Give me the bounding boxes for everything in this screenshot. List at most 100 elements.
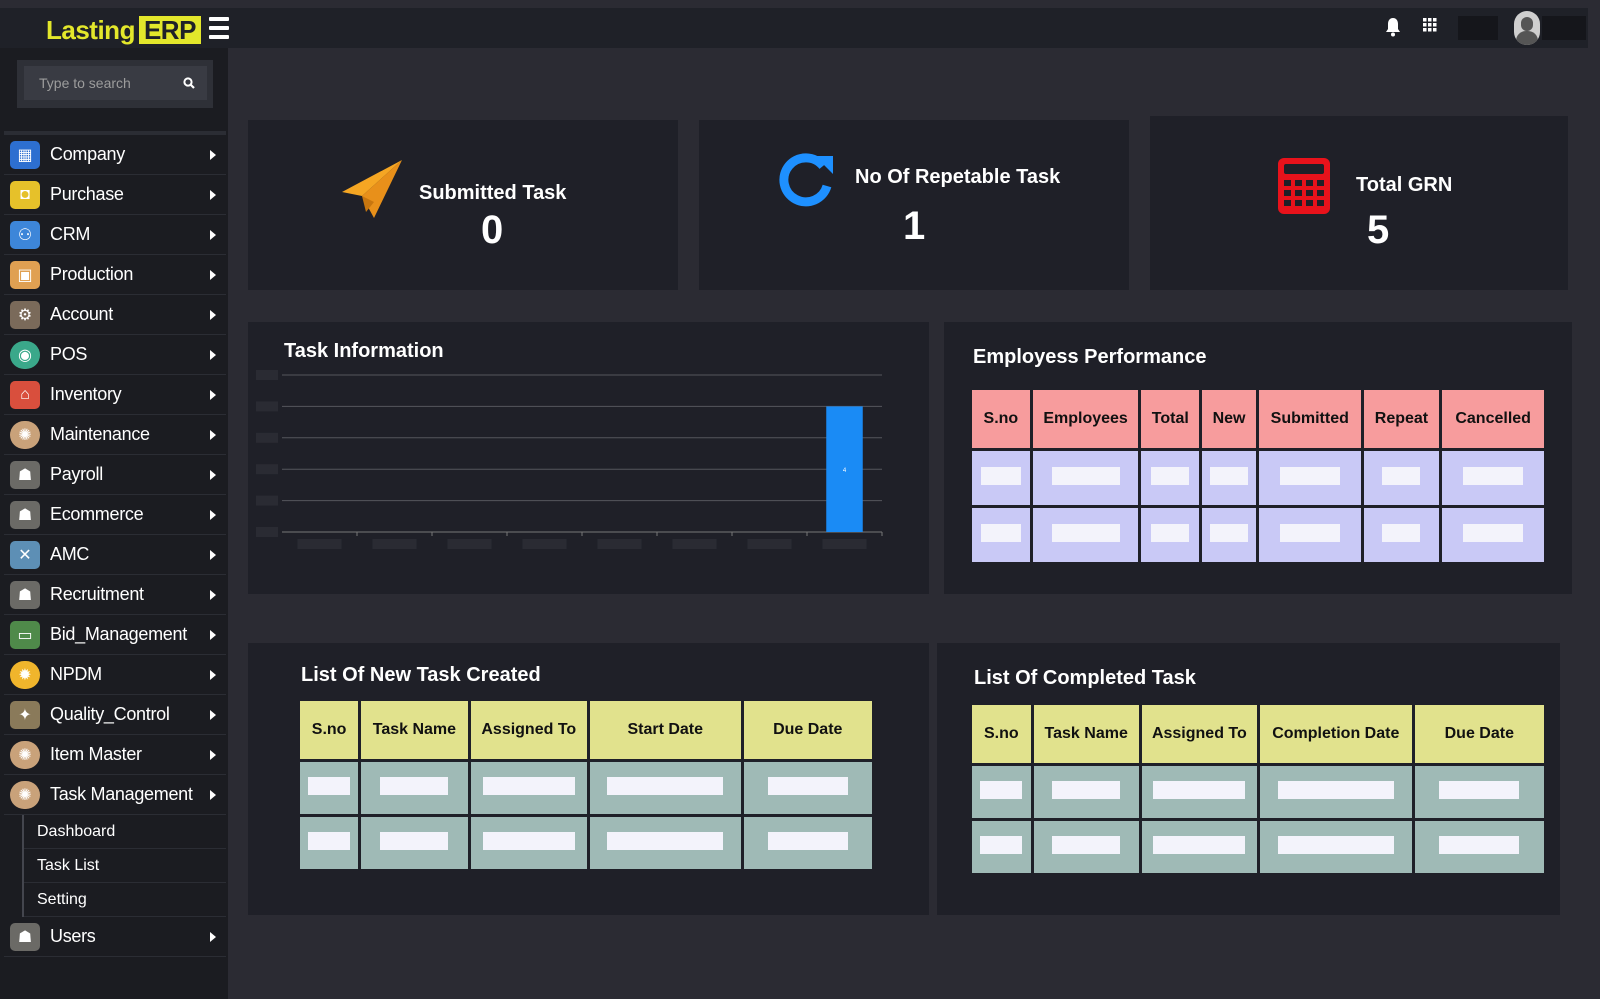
caret-right-icon bbox=[210, 670, 216, 680]
sidebar-item-label: Inventory bbox=[50, 384, 122, 404]
column-header[interactable]: Task Name bbox=[1033, 705, 1139, 763]
sidebar-item-company[interactable]: ▦ Company bbox=[4, 135, 226, 175]
sidebar-item-label: Account bbox=[50, 304, 113, 324]
username-placeholder[interactable] bbox=[1542, 16, 1586, 40]
team-icon: ☗ bbox=[10, 580, 40, 609]
caret-right-icon bbox=[210, 630, 216, 640]
brand-logo[interactable]: Lasting ERP bbox=[46, 14, 201, 45]
submitted-task-card[interactable]: Submitted Task 0 bbox=[248, 120, 678, 290]
caret-right-icon bbox=[210, 310, 216, 320]
column-header[interactable]: Submitted bbox=[1258, 390, 1361, 448]
column-header[interactable]: Completion Date bbox=[1259, 705, 1412, 763]
column-header[interactable]: Assigned To bbox=[1141, 705, 1257, 763]
sidebar-item-pos[interactable]: ◉ POS bbox=[4, 335, 226, 375]
table-row[interactable] bbox=[972, 766, 1544, 818]
store-icon: ⌂ bbox=[10, 380, 40, 409]
caret-right-icon bbox=[210, 190, 216, 200]
total-grn-title: Total GRN bbox=[1356, 174, 1453, 196]
team-icon: ☗ bbox=[10, 500, 40, 529]
sidebar-item-production[interactable]: ▣ Production bbox=[4, 255, 226, 295]
sidebar-item-account[interactable]: ⚙ Account bbox=[4, 295, 226, 335]
column-header[interactable]: Start Date bbox=[589, 701, 741, 759]
table-row[interactable] bbox=[972, 508, 1544, 562]
column-header[interactable]: Due Date bbox=[1414, 705, 1544, 763]
table-row[interactable] bbox=[972, 821, 1544, 873]
submenu-task-list[interactable]: Task List bbox=[24, 849, 226, 883]
sidebar-item-inventory[interactable]: ⌂ Inventory bbox=[4, 375, 226, 415]
sidebar-item-users[interactable]: ☗ Users bbox=[4, 917, 226, 957]
repeatable-task-card[interactable]: No Of Repetable Task 1 bbox=[699, 120, 1129, 290]
sidebar-item-label: Users bbox=[50, 926, 96, 946]
account-icon: ⚙ bbox=[10, 300, 40, 329]
search-input[interactable] bbox=[24, 66, 174, 100]
sidebar-item-quality-control[interactable]: ✦ Quality_Control bbox=[4, 695, 226, 735]
sidebar-item-item-master[interactable]: ✺ Item Master bbox=[4, 735, 226, 775]
x-tick-label bbox=[747, 539, 792, 549]
sidebar-item-payroll[interactable]: ☗ Payroll bbox=[4, 455, 226, 495]
sidebar-item-ecommerce[interactable]: ☗ Ecommerce bbox=[4, 495, 226, 535]
shopping-bag-icon: ◘ bbox=[10, 180, 40, 209]
caret-right-icon bbox=[210, 390, 216, 400]
team-icon: ☗ bbox=[10, 922, 40, 951]
sidebar-item-recruitment[interactable]: ☗ Recruitment bbox=[4, 575, 226, 615]
sidebar-item-label: Quality_Control bbox=[50, 704, 170, 724]
sidebar-item-label: CRM bbox=[50, 224, 91, 244]
column-header[interactable]: Total bbox=[1141, 390, 1200, 448]
column-header[interactable]: S.no bbox=[300, 701, 359, 759]
sidebar-item-amc[interactable]: ✕ AMC bbox=[4, 535, 226, 575]
caret-right-icon bbox=[210, 150, 216, 160]
search-icon[interactable] bbox=[183, 77, 195, 89]
total-grn-card[interactable]: Total GRN 5 bbox=[1150, 116, 1568, 290]
brand-name: Lasting bbox=[46, 14, 135, 45]
search-container bbox=[17, 60, 213, 108]
sidebar-item-npdm[interactable]: ✹ NPDM bbox=[4, 655, 226, 695]
column-header[interactable]: New bbox=[1202, 390, 1256, 448]
repeatable-task-title: No Of Repetable Task bbox=[855, 166, 1061, 188]
table-row[interactable] bbox=[300, 817, 872, 869]
column-header[interactable]: S.no bbox=[972, 705, 1031, 763]
notification-bell-icon[interactable] bbox=[1385, 17, 1401, 37]
column-header[interactable]: Task Name bbox=[361, 701, 468, 759]
menu-toggle-icon[interactable] bbox=[209, 17, 229, 41]
gear-people-icon: ✺ bbox=[10, 740, 40, 769]
repeatable-task-value: 1 bbox=[903, 204, 926, 248]
user-avatar[interactable] bbox=[1514, 11, 1540, 45]
column-header[interactable]: Assigned To bbox=[470, 701, 587, 759]
sidebar-item-label: Payroll bbox=[50, 464, 103, 484]
y-tick-label bbox=[256, 464, 278, 475]
submenu-setting[interactable]: Setting bbox=[24, 883, 226, 917]
bar-data-label: 4 bbox=[843, 468, 847, 474]
x-tick-label bbox=[447, 539, 492, 549]
table-row[interactable] bbox=[972, 451, 1544, 505]
sidebar-item-task-management[interactable]: ✺ Task Management bbox=[4, 775, 226, 815]
caret-right-icon bbox=[210, 270, 216, 280]
building-icon: ▦ bbox=[10, 140, 40, 169]
column-header[interactable]: Employees bbox=[1032, 390, 1139, 448]
column-header[interactable]: S.no bbox=[972, 390, 1030, 448]
table-row[interactable] bbox=[300, 762, 872, 814]
x-tick-label bbox=[522, 539, 567, 549]
sidebar-item-bid-management[interactable]: ▭ Bid_Management bbox=[4, 615, 226, 655]
sidebar-item-label: AMC bbox=[50, 544, 90, 564]
y-tick-label bbox=[256, 370, 278, 380]
column-header[interactable]: Due Date bbox=[743, 701, 872, 759]
sidebar-item-purchase[interactable]: ◘ Purchase bbox=[4, 175, 226, 215]
sidebar-item-maintenance[interactable]: ✺ Maintenance bbox=[4, 415, 226, 455]
paper-plane-icon bbox=[342, 160, 402, 218]
apps-grid-icon[interactable] bbox=[1423, 18, 1437, 32]
sidebar-item-crm[interactable]: ⚇ CRM bbox=[4, 215, 226, 255]
column-header[interactable]: Repeat bbox=[1363, 390, 1440, 448]
column-header[interactable]: Cancelled bbox=[1442, 390, 1544, 448]
employee-performance-title: Employess Performance bbox=[973, 346, 1207, 368]
x-tick-label bbox=[672, 539, 717, 549]
completed-tasks-panel: List Of Completed Task S.no Task Name As… bbox=[937, 643, 1560, 915]
task-information-panel: Task Information bbox=[248, 322, 929, 594]
employee-performance-table: S.no Employees Total New Submitted Repea… bbox=[969, 387, 1547, 565]
quality-icon: ✦ bbox=[10, 700, 40, 729]
idea-gear-icon: ✹ bbox=[10, 660, 40, 689]
caret-right-icon bbox=[210, 430, 216, 440]
total-grn-value: 5 bbox=[1367, 208, 1390, 252]
submenu-dashboard[interactable]: Dashboard bbox=[24, 815, 226, 849]
sidebar-item-label: Maintenance bbox=[50, 424, 150, 444]
calculator-icon bbox=[1278, 158, 1330, 214]
